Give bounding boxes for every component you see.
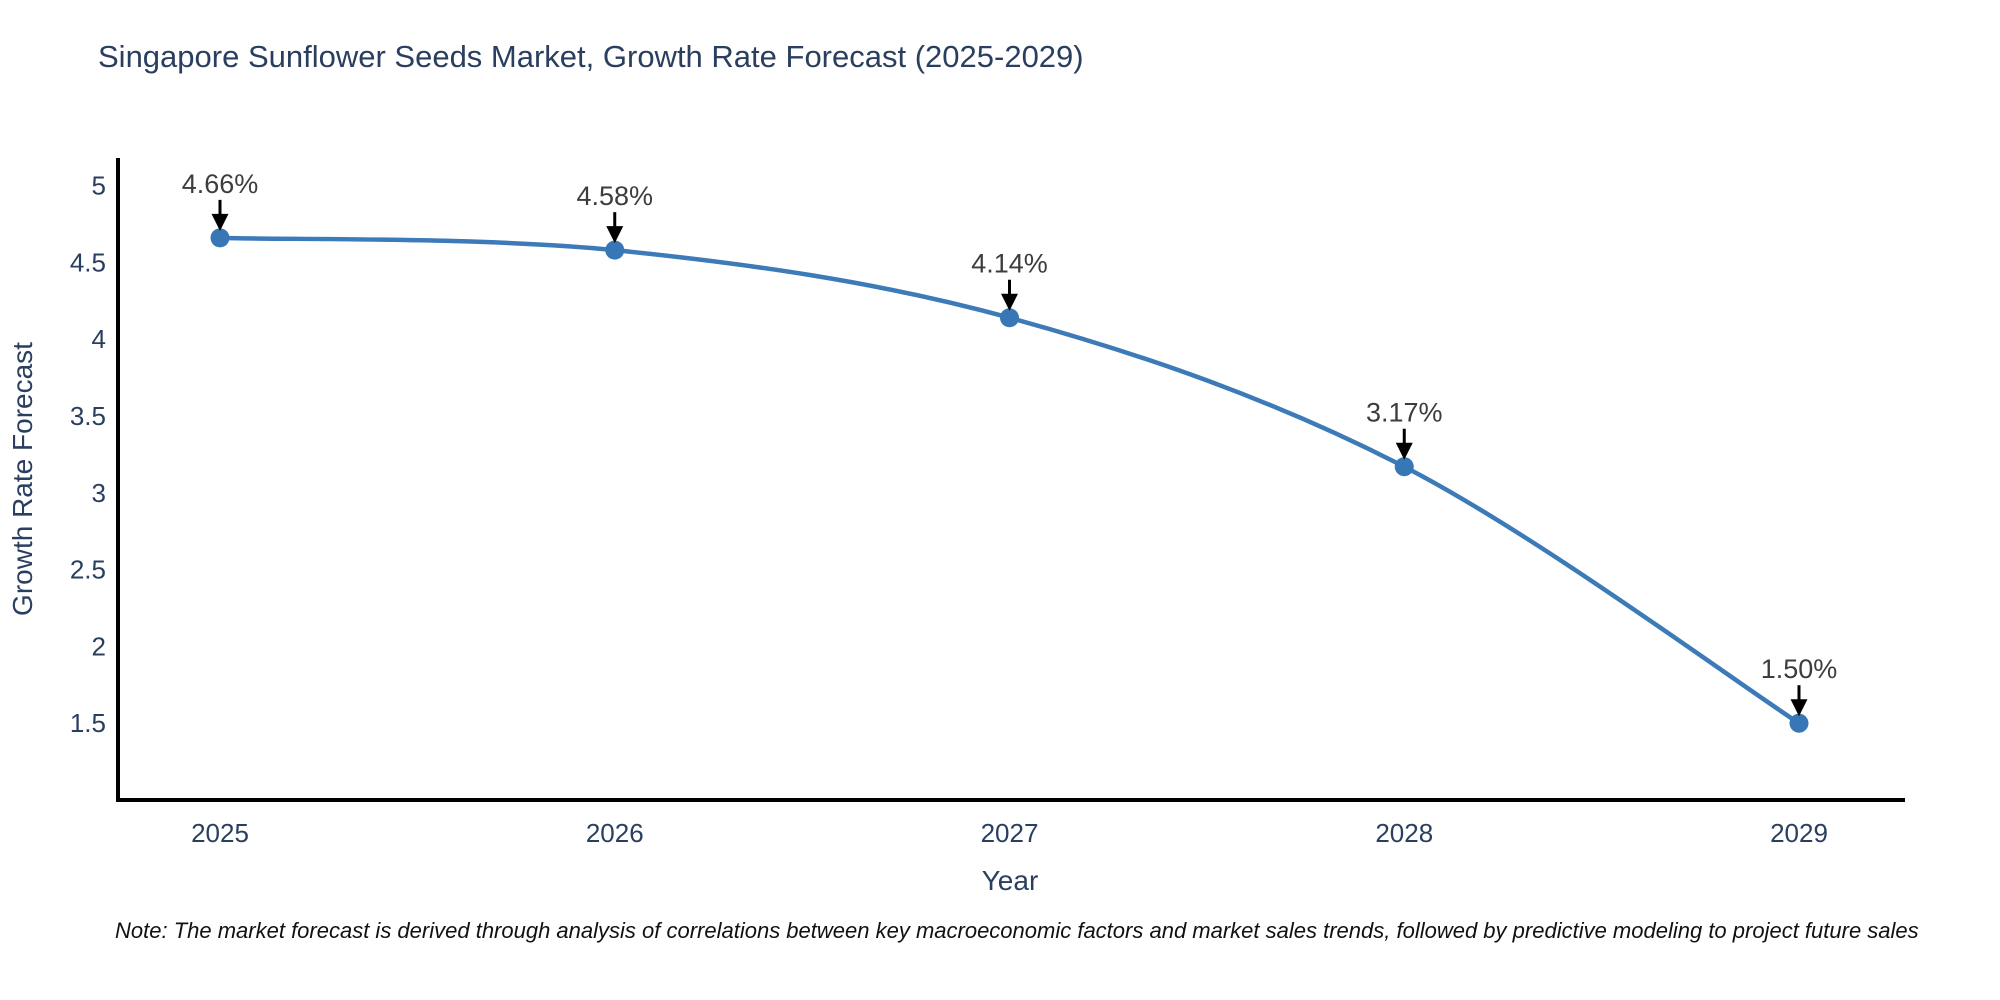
x-tick-label: 2028 — [1375, 818, 1433, 848]
data-series — [210, 228, 1809, 733]
x-axis-title: Year — [982, 865, 1039, 896]
x-tick-label: 2026 — [586, 818, 644, 848]
x-tick-labels: 2025 2026 2027 2028 2029 — [191, 818, 1828, 848]
point-value-label: 4.14% — [971, 249, 1048, 279]
footnote: Note: The market forecast is derived thr… — [115, 918, 1919, 943]
data-point-marker[interactable] — [210, 228, 230, 248]
point-annotations: 4.66% 4.58% 4.14% 3.17% 1.50% — [182, 169, 1838, 717]
x-tick-label: 2027 — [981, 818, 1039, 848]
y-tick-label: 4 — [92, 324, 106, 354]
axis-lines — [116, 158, 1905, 802]
annotation-arrowhead-icon — [606, 226, 624, 244]
y-tick-label: 1.5 — [70, 708, 106, 738]
point-value-label: 4.58% — [576, 181, 653, 211]
annotation-arrowhead-icon — [1001, 293, 1018, 311]
y-tick-label: 3 — [92, 478, 106, 508]
data-point-marker[interactable] — [1789, 713, 1809, 733]
annotation-arrowhead-icon — [211, 213, 229, 231]
data-point-marker[interactable] — [605, 240, 625, 260]
y-tick-labels: 1.5 2 2.5 3 3.5 4 4.5 5 — [70, 171, 106, 739]
point-value-label: 3.17% — [1366, 398, 1443, 428]
x-tick-label: 2025 — [191, 818, 249, 848]
y-tick-label: 5 — [92, 171, 106, 201]
annotation-arrowhead-icon — [1790, 699, 1808, 717]
y-tick-label: 3.5 — [70, 401, 106, 431]
y-tick-label: 2 — [92, 631, 106, 661]
y-axis-title: Growth Rate Forecast — [7, 342, 38, 616]
data-point-marker[interactable] — [1000, 308, 1019, 328]
data-point-marker[interactable] — [1394, 457, 1414, 477]
chart-title: Singapore Sunflower Seeds Market, Growth… — [98, 39, 1084, 74]
y-tick-label: 4.5 — [70, 247, 106, 277]
axes — [116, 158, 1905, 802]
point-value-label: 4.66% — [182, 169, 259, 199]
x-tick-label: 2029 — [1770, 818, 1828, 848]
point-value-label: 1.50% — [1761, 654, 1838, 684]
annotation-arrowhead-icon — [1395, 442, 1413, 460]
y-tick-label: 2.5 — [70, 555, 106, 585]
